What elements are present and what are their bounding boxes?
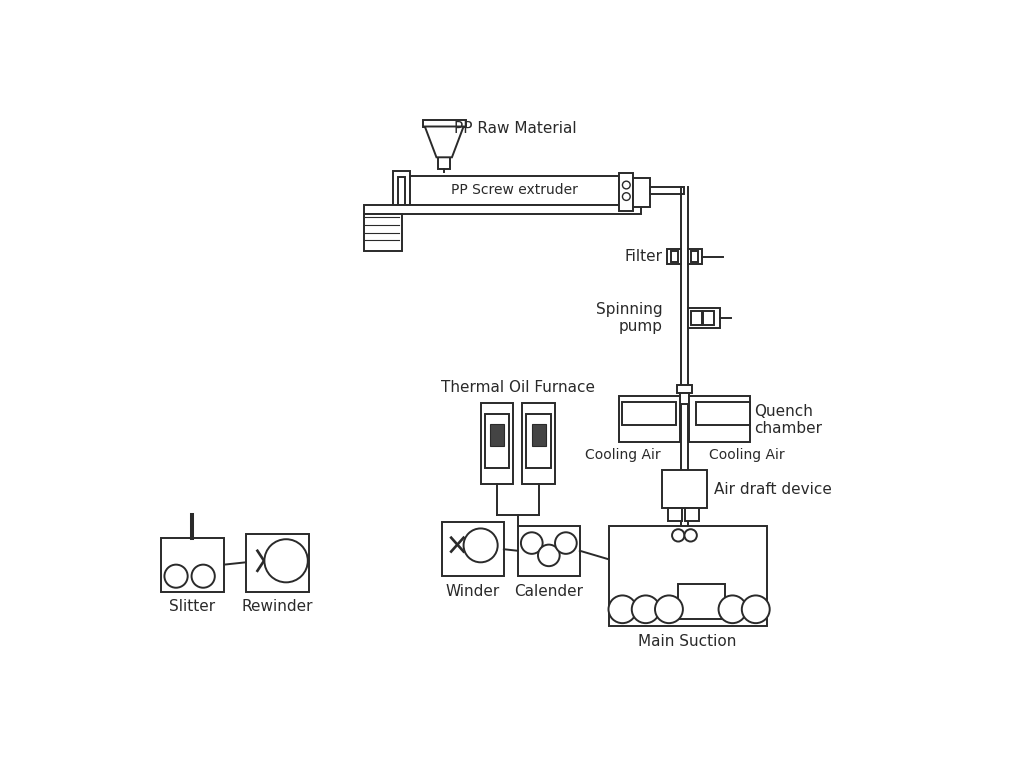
Bar — [442, 522, 504, 576]
Circle shape — [632, 595, 659, 623]
Bar — [364, 205, 641, 214]
Bar — [650, 187, 684, 194]
Circle shape — [165, 565, 187, 587]
Circle shape — [623, 181, 630, 189]
Bar — [662, 470, 707, 509]
Bar — [246, 534, 309, 591]
Text: Slitter: Slitter — [169, 600, 215, 614]
Circle shape — [191, 565, 215, 587]
Circle shape — [264, 539, 308, 582]
Bar — [620, 173, 633, 211]
Text: Cooling Air: Cooling Air — [585, 449, 660, 462]
Circle shape — [741, 595, 770, 623]
Circle shape — [521, 532, 543, 554]
Text: Winder: Winder — [445, 584, 500, 599]
Text: PP Screw extruder: PP Screw extruder — [452, 184, 579, 197]
Bar — [393, 172, 410, 211]
Circle shape — [655, 595, 683, 623]
Bar — [522, 403, 555, 483]
Text: Main Suction: Main Suction — [638, 634, 736, 649]
Circle shape — [672, 529, 684, 541]
Circle shape — [623, 193, 630, 200]
Text: Air draft device: Air draft device — [714, 482, 831, 496]
Bar — [618, 396, 680, 442]
Text: PP Raw Material: PP Raw Material — [454, 121, 577, 136]
Bar — [687, 308, 720, 328]
Text: Cooling Air: Cooling Air — [709, 449, 784, 462]
Text: Filter: Filter — [625, 249, 663, 264]
Bar — [423, 121, 466, 127]
Bar — [690, 251, 698, 262]
Bar — [690, 311, 701, 325]
Circle shape — [608, 595, 636, 623]
Bar — [489, 424, 504, 446]
Bar — [703, 311, 714, 325]
Bar — [678, 584, 725, 619]
Bar — [623, 402, 676, 425]
Bar — [685, 509, 699, 521]
Bar — [397, 178, 406, 205]
Circle shape — [555, 532, 577, 554]
Bar — [484, 414, 509, 468]
Circle shape — [464, 528, 498, 562]
Bar — [671, 251, 678, 262]
Bar — [161, 537, 224, 591]
Bar — [608, 526, 767, 626]
Text: Thermal Oil Furnace: Thermal Oil Furnace — [440, 380, 595, 395]
Bar — [696, 402, 750, 425]
Text: Calender: Calender — [514, 584, 584, 599]
Bar — [668, 249, 681, 264]
Bar — [364, 214, 402, 251]
Circle shape — [538, 545, 560, 566]
Text: Quench
chamber: Quench chamber — [755, 404, 822, 436]
Bar — [680, 393, 689, 404]
Bar — [518, 526, 580, 576]
Bar — [531, 424, 546, 446]
Bar — [677, 386, 692, 393]
Bar — [410, 176, 620, 205]
Bar — [669, 509, 682, 521]
Text: Rewinder: Rewinder — [242, 600, 313, 614]
Bar — [633, 178, 650, 207]
Text: Spinning
pump: Spinning pump — [596, 302, 663, 335]
Bar — [438, 157, 451, 168]
Bar — [480, 403, 513, 483]
Circle shape — [719, 595, 746, 623]
Bar — [689, 396, 751, 442]
Bar — [687, 249, 701, 264]
Polygon shape — [425, 127, 464, 157]
Bar — [526, 414, 551, 468]
Circle shape — [684, 529, 697, 541]
